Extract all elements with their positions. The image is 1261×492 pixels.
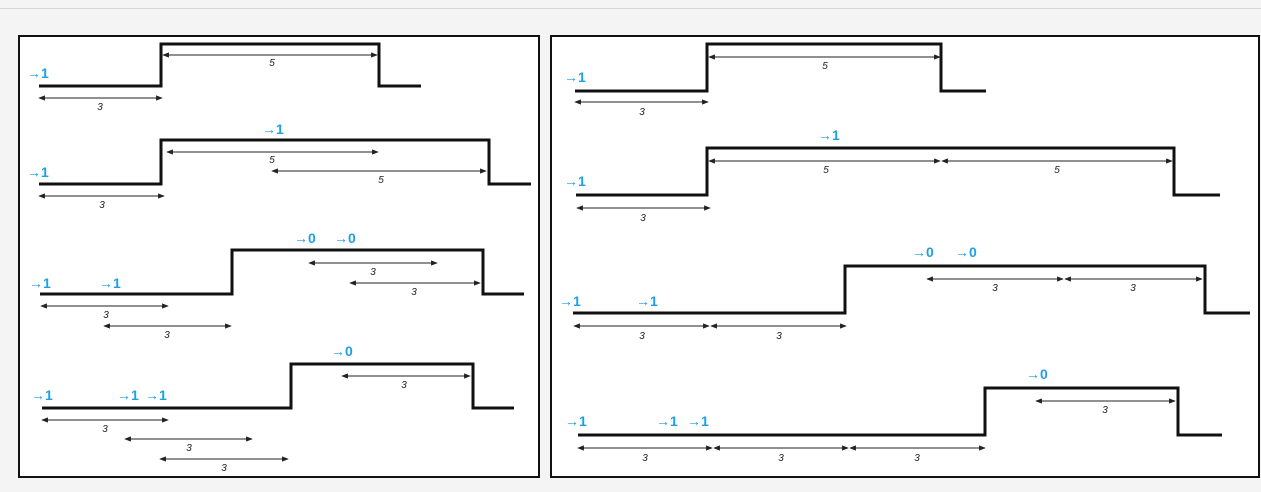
top-divider xyxy=(0,8,1261,9)
dimension-label: 3 xyxy=(639,107,645,118)
dimension-label: 3 xyxy=(97,102,103,113)
dimension-label: 3 xyxy=(1130,283,1136,294)
signal-label: →0 xyxy=(294,230,316,246)
signal-label: →1 xyxy=(687,413,709,429)
pulse-waveform xyxy=(39,138,531,186)
dimension-label: 3 xyxy=(639,331,645,342)
signal-label: →1 xyxy=(31,387,53,403)
dimension-label: 3 xyxy=(99,200,105,211)
signal-label: →0 xyxy=(334,230,356,246)
signal-label: →1 xyxy=(99,275,121,291)
left-row-2: →1 →1 3 5 5 xyxy=(27,121,531,211)
signal-label: →1 xyxy=(29,275,51,291)
signal-label: →1 xyxy=(564,69,586,85)
signal-label: →0 xyxy=(331,343,353,359)
dimension-label: 3 xyxy=(164,330,170,341)
dimension-label: 3 xyxy=(401,380,407,391)
signal-label: →1 xyxy=(117,387,139,403)
pulse-waveform xyxy=(573,264,1250,315)
left-panel xyxy=(18,35,540,478)
left-row-4: →1 →1 →1 →0 3 3 3 3 xyxy=(31,343,514,474)
pulse-waveform xyxy=(39,42,421,88)
signal-label: →1 xyxy=(564,173,586,189)
dimension-label: 3 xyxy=(1102,405,1108,416)
right-row-1: →1 3 5 xyxy=(564,42,986,118)
dimension-label: 3 xyxy=(103,310,109,321)
signal-label: →1 xyxy=(818,127,840,143)
dimension-label: 3 xyxy=(370,267,376,278)
dimension-label: 5 xyxy=(822,61,828,72)
signal-label: →1 xyxy=(262,121,284,137)
signal-label: →1 xyxy=(145,387,167,403)
right-row-4: →1 →1 →1 →0 3 3 3 3 xyxy=(565,366,1222,464)
dimension-label: 5 xyxy=(269,155,275,166)
dimension-label: 5 xyxy=(1054,165,1060,176)
right-panel xyxy=(550,35,1260,478)
signal-label: →1 xyxy=(565,413,587,429)
right-row-3: →1 →1 →0 →0 3 3 3 3 xyxy=(559,244,1250,342)
right-row-2: →1 →1 3 5 5 xyxy=(564,127,1220,224)
dimension-label: 3 xyxy=(778,453,784,464)
signal-label: →0 xyxy=(1026,366,1048,382)
signal-label: →1 xyxy=(656,413,678,429)
pulse-waveform xyxy=(578,386,1222,437)
dimension-label: 5 xyxy=(378,175,384,186)
signal-label: →0 xyxy=(955,244,977,260)
signal-label: →1 xyxy=(27,65,49,81)
left-row-1: →1 3 5 xyxy=(27,42,421,113)
signal-label: →1 xyxy=(636,293,658,309)
dimension-label: 3 xyxy=(640,213,646,224)
signal-label: →1 xyxy=(559,293,581,309)
dimension-label: 5 xyxy=(823,165,829,176)
signal-label: →1 xyxy=(27,164,49,180)
dimension-label: 3 xyxy=(776,331,782,342)
dimension-label: 3 xyxy=(642,453,648,464)
dimension-label: 3 xyxy=(411,287,417,298)
pulse-waveform xyxy=(575,42,986,93)
dimension-label: 3 xyxy=(992,283,998,294)
pulse-waveform xyxy=(576,146,1220,197)
dimension-label: 3 xyxy=(186,443,192,454)
left-row-3: →1 →1 →0 →0 3 3 3 3 xyxy=(29,230,524,341)
pulse-waveform xyxy=(40,248,524,296)
dimension-label: 3 xyxy=(221,463,227,474)
dimension-label: 3 xyxy=(102,424,108,435)
dimension-label: 5 xyxy=(269,58,275,69)
dimension-label: 3 xyxy=(914,453,920,464)
pulse-waveform xyxy=(42,362,514,410)
signal-label: →0 xyxy=(912,244,934,260)
